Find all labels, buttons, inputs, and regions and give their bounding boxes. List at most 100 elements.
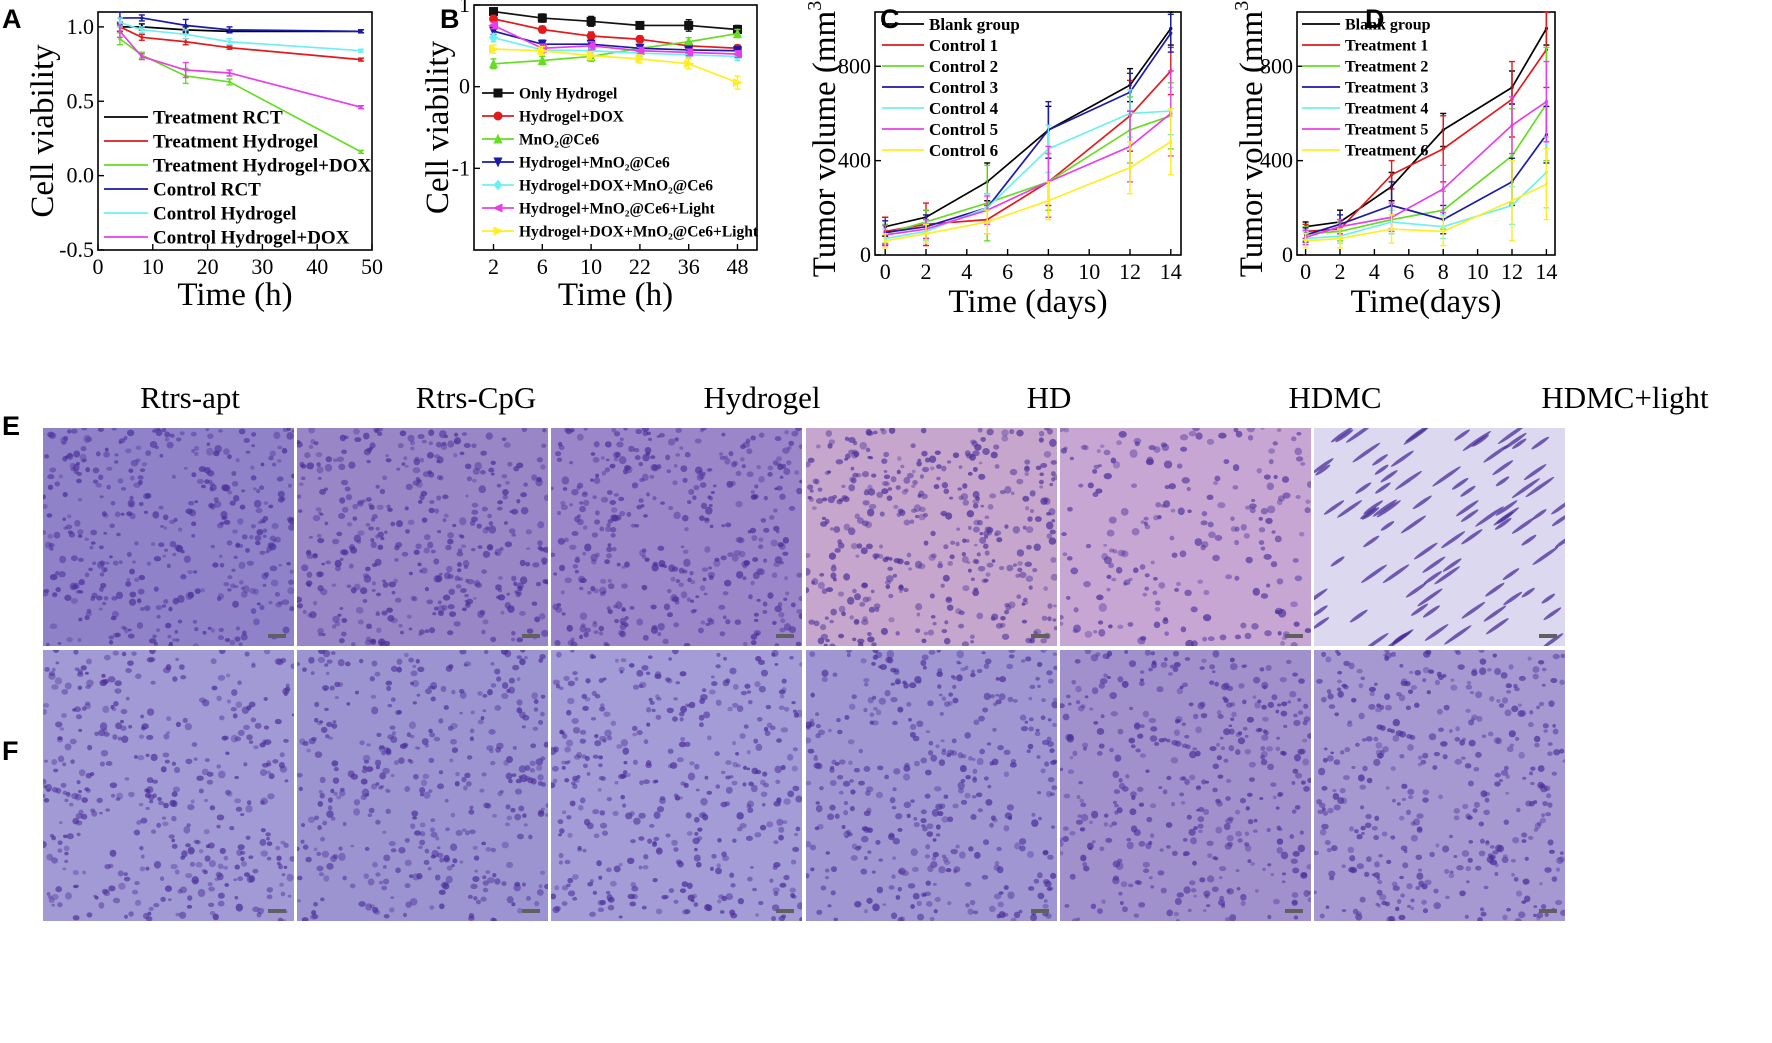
nucleus <box>516 677 521 682</box>
nucleus <box>579 577 587 584</box>
nucleus <box>305 856 312 863</box>
nucleus <box>841 495 848 500</box>
nucleus <box>1184 778 1190 786</box>
nucleus <box>404 883 411 889</box>
nucleus <box>1014 842 1021 850</box>
nucleus <box>536 889 544 896</box>
nucleus <box>973 587 979 592</box>
nucleus <box>753 630 761 636</box>
nucleus <box>209 503 216 510</box>
nucleus <box>1276 846 1283 854</box>
nucleus <box>473 896 478 901</box>
nucleus <box>1048 537 1057 545</box>
nucleus <box>259 742 266 748</box>
nucleus <box>788 506 796 511</box>
nucleus <box>652 840 657 845</box>
nucleus <box>924 457 931 463</box>
nucleus <box>767 592 774 599</box>
nucleus <box>440 685 447 693</box>
nucleus <box>74 519 81 527</box>
nucleus <box>85 788 91 793</box>
nucleus <box>260 828 266 833</box>
nucleus <box>793 712 800 718</box>
nucleus <box>883 451 890 458</box>
nucleus <box>1189 880 1196 886</box>
nucleus <box>1063 793 1071 799</box>
nucleus <box>667 748 674 754</box>
nucleus <box>350 642 356 646</box>
nucleus <box>336 456 345 463</box>
nucleus <box>1072 628 1079 634</box>
nucleus <box>76 780 81 785</box>
nucleus <box>163 667 171 674</box>
nucleus <box>582 551 587 556</box>
nucleus <box>427 470 433 475</box>
nucleus <box>858 780 865 786</box>
nucleus <box>208 860 216 868</box>
nucleus <box>679 717 684 722</box>
data-point-b <box>537 25 547 34</box>
nucleus <box>977 808 983 813</box>
nucleus <box>48 671 56 677</box>
nucleus <box>1403 428 1429 445</box>
nucleus <box>374 671 381 677</box>
nucleus <box>68 531 76 538</box>
nucleus <box>75 461 81 466</box>
nucleus <box>180 674 187 680</box>
nucleus <box>494 878 501 885</box>
nucleus <box>1049 438 1057 447</box>
nucleus <box>578 586 584 591</box>
nucleus <box>1363 535 1380 548</box>
nucleus <box>418 629 425 635</box>
nucleus <box>740 690 748 696</box>
nucleus <box>696 836 703 841</box>
nucleus <box>300 476 306 481</box>
nucleus <box>396 666 402 673</box>
nucleus <box>732 702 739 708</box>
nucleus <box>122 626 127 630</box>
nucleus <box>126 551 132 557</box>
nucleus <box>492 872 497 878</box>
nucleus <box>609 500 617 506</box>
nucleus <box>655 908 663 915</box>
nucleus <box>1196 808 1200 812</box>
nucleus <box>830 866 837 873</box>
nucleus <box>834 813 840 819</box>
nucleus <box>776 456 782 462</box>
nucleus <box>815 733 821 739</box>
nucleus <box>1040 715 1046 721</box>
nucleus <box>600 456 605 460</box>
nucleus <box>980 504 985 508</box>
nucleus <box>1040 638 1048 644</box>
nucleus <box>815 712 820 717</box>
data-point-c <box>1046 199 1050 203</box>
nucleus <box>48 543 55 548</box>
nucleus <box>697 627 704 634</box>
nucleus <box>749 527 757 534</box>
nucleus <box>1016 594 1022 599</box>
nucleus <box>701 688 707 693</box>
nucleus <box>1483 605 1507 622</box>
nucleus <box>887 487 893 491</box>
nucleus <box>992 818 998 823</box>
nucleus <box>100 749 109 757</box>
nucleus <box>235 903 244 912</box>
nucleus <box>679 888 687 894</box>
nucleus <box>931 808 940 817</box>
x-tick-label-d: 4 <box>1369 259 1380 284</box>
nucleus <box>310 671 315 675</box>
nucleus <box>619 630 626 638</box>
nucleus <box>286 516 294 522</box>
nucleus <box>1149 803 1157 809</box>
data-point-a <box>359 150 363 154</box>
nucleus <box>165 622 172 629</box>
nucleus <box>1062 713 1070 721</box>
nucleus <box>317 800 324 807</box>
nucleus <box>981 578 988 583</box>
nucleus <box>305 582 310 586</box>
nucleus <box>684 527 689 532</box>
nucleus <box>567 832 573 838</box>
nucleus <box>415 477 420 482</box>
nucleus <box>895 813 903 820</box>
nucleus <box>1089 820 1093 825</box>
